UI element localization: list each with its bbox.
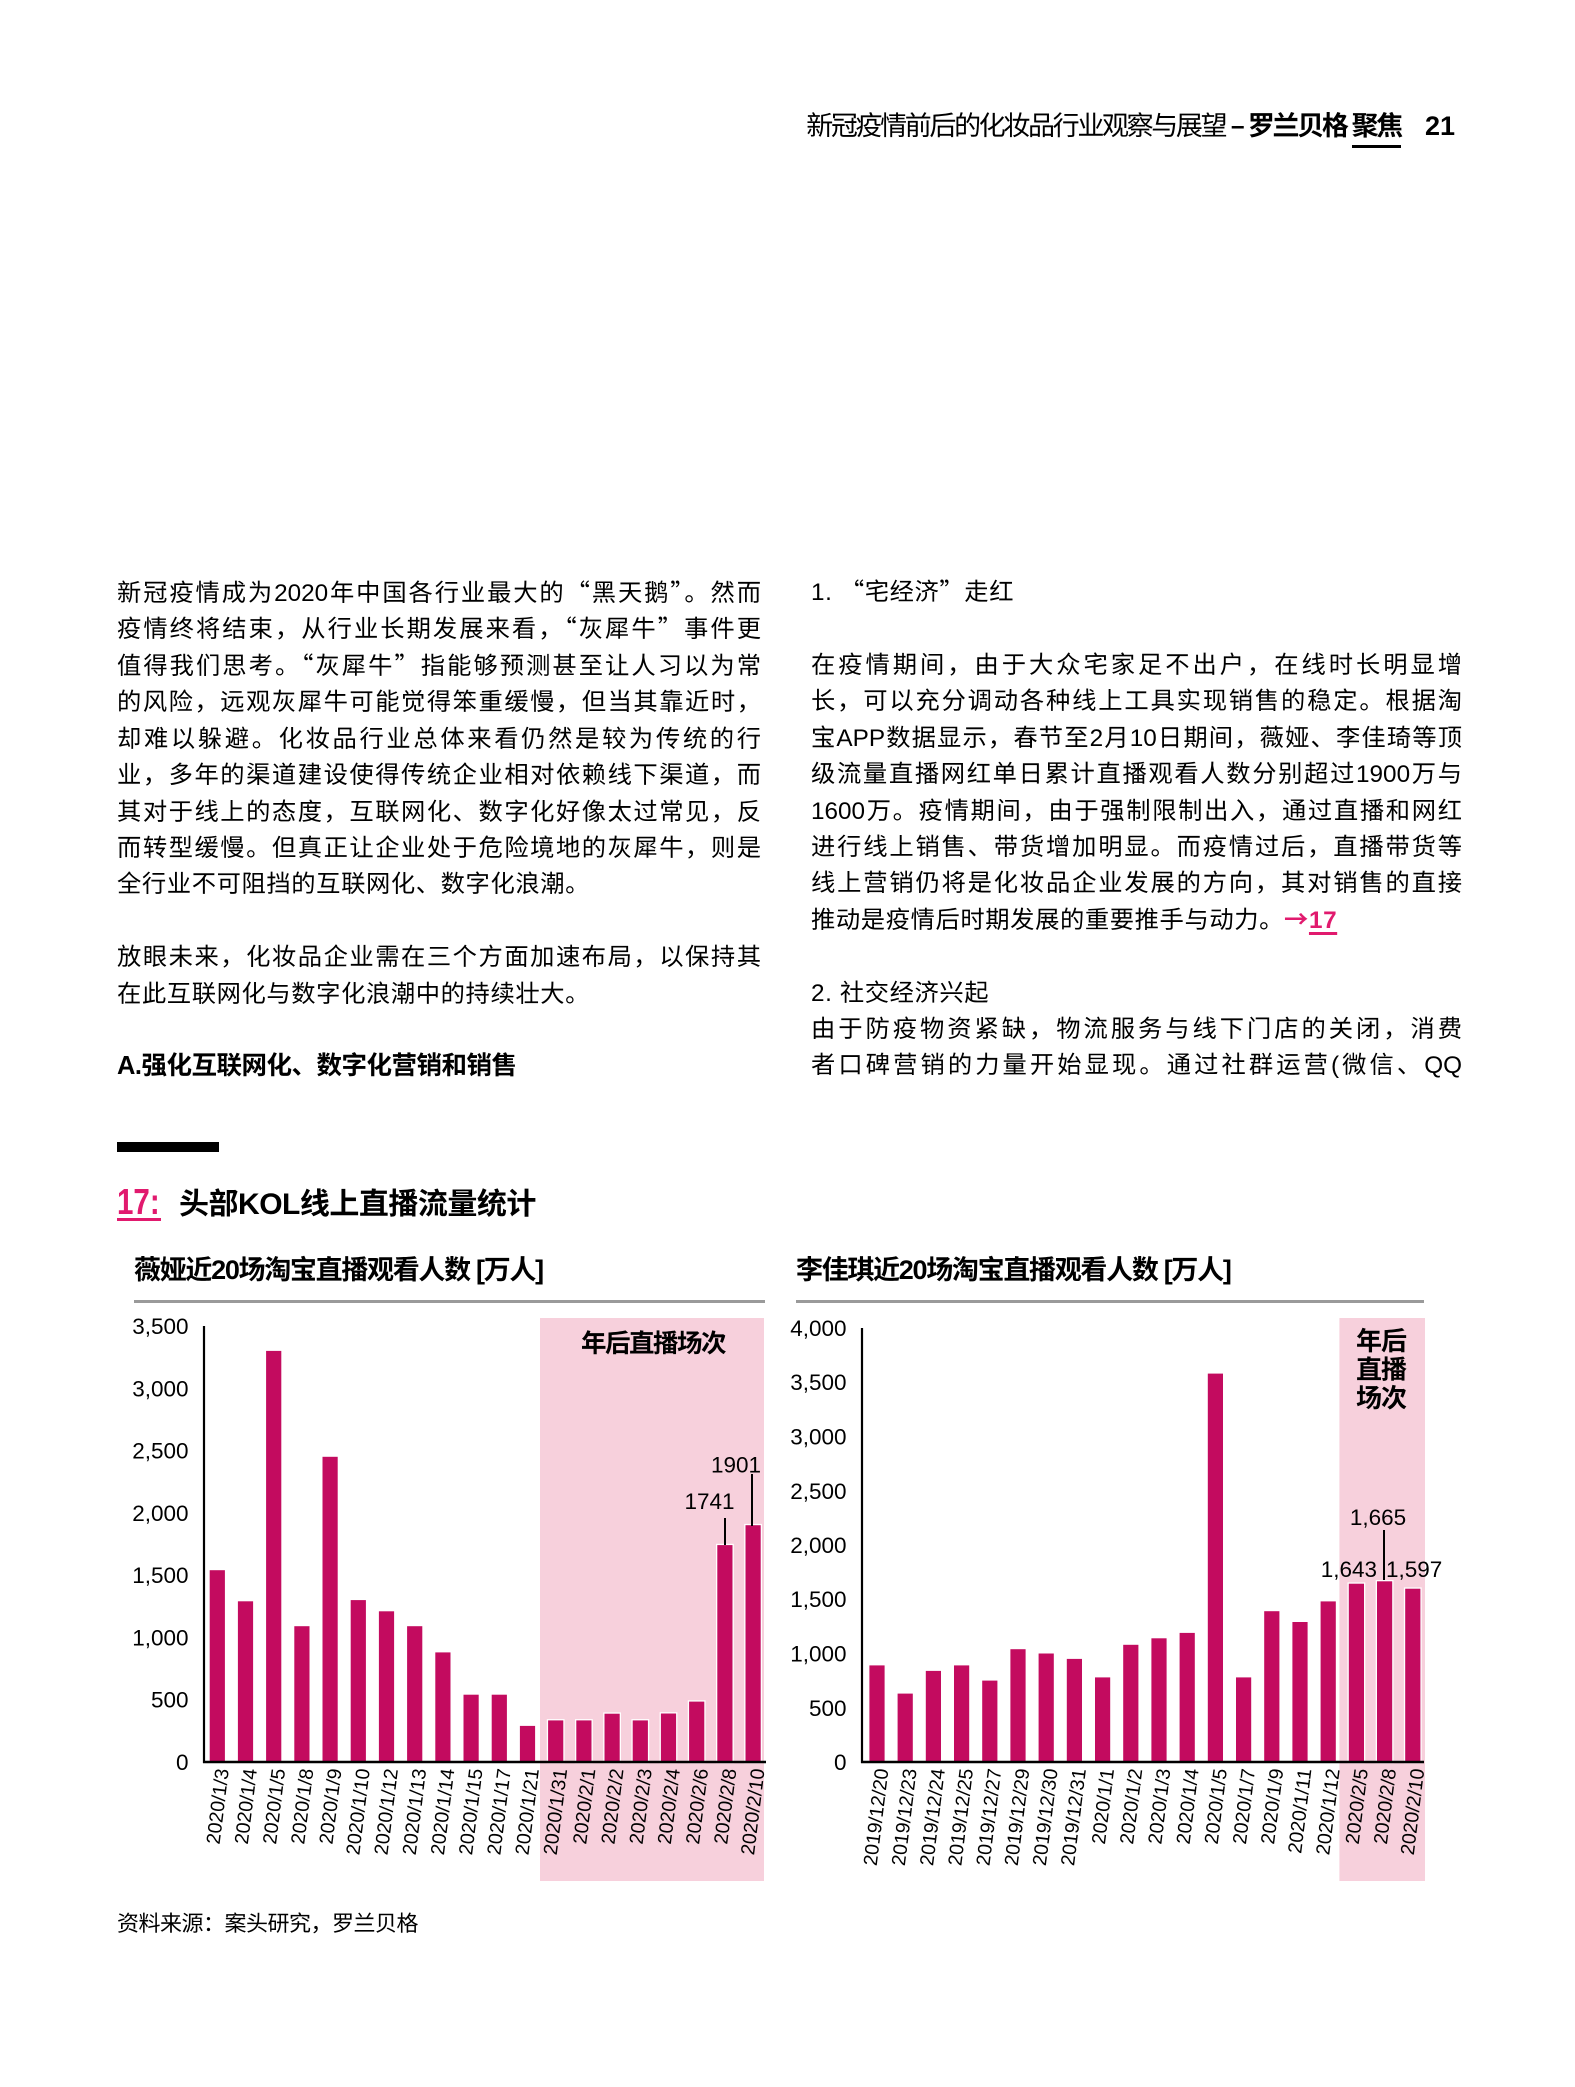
svg-text:2020/1/15: 2020/1/15 bbox=[455, 1767, 487, 1856]
svg-text:2019/12/23: 2019/12/23 bbox=[888, 1767, 922, 1867]
svg-text:1,643: 1,643 bbox=[1321, 1557, 1377, 1582]
svg-text:3,500: 3,500 bbox=[132, 1314, 188, 1339]
svg-text:500: 500 bbox=[151, 1688, 189, 1713]
svg-text:3,500: 3,500 bbox=[790, 1370, 846, 1395]
svg-text:2020/1/3: 2020/1/3 bbox=[203, 1767, 234, 1845]
svg-text:2020/1/3: 2020/1/3 bbox=[1144, 1767, 1175, 1845]
svg-text:2,500: 2,500 bbox=[132, 1439, 188, 1464]
svg-text:4,000: 4,000 bbox=[790, 1316, 846, 1341]
svg-text:2,500: 2,500 bbox=[790, 1479, 846, 1504]
svg-text:1,597: 1,597 bbox=[1386, 1557, 1442, 1582]
svg-text:2019/12/20: 2019/12/20 bbox=[860, 1767, 894, 1867]
svg-text:2,000: 2,000 bbox=[132, 1501, 188, 1526]
svg-text:2020/1/5: 2020/1/5 bbox=[1201, 1767, 1232, 1845]
svg-text:1,665: 1,665 bbox=[1350, 1505, 1406, 1530]
svg-text:2020/1/17: 2020/1/17 bbox=[483, 1767, 515, 1856]
svg-text:2020/1/21: 2020/1/21 bbox=[512, 1767, 544, 1856]
svg-text:2020/1/10: 2020/1/10 bbox=[342, 1767, 374, 1856]
svg-text:2020/1/8: 2020/1/8 bbox=[287, 1767, 318, 1845]
svg-text:2020/1/4: 2020/1/4 bbox=[1173, 1767, 1204, 1845]
svg-text:1,000: 1,000 bbox=[790, 1642, 846, 1667]
svg-text:500: 500 bbox=[809, 1696, 847, 1721]
svg-text:2020/1/12: 2020/1/12 bbox=[371, 1767, 403, 1856]
svg-text:2020/1/1: 2020/1/1 bbox=[1088, 1767, 1119, 1845]
svg-text:2020/1/11: 2020/1/11 bbox=[1284, 1767, 1316, 1854]
svg-text:1,000: 1,000 bbox=[132, 1625, 188, 1650]
svg-text:0: 0 bbox=[176, 1750, 189, 1775]
svg-text:1,500: 1,500 bbox=[790, 1587, 846, 1612]
svg-text:1901: 1901 bbox=[711, 1453, 761, 1478]
svg-text:2,000: 2,000 bbox=[790, 1533, 846, 1558]
svg-text:2020/1/4: 2020/1/4 bbox=[231, 1767, 262, 1845]
svg-text:2020/1/9: 2020/1/9 bbox=[1257, 1767, 1288, 1845]
svg-text:2020/1/9: 2020/1/9 bbox=[315, 1767, 346, 1845]
svg-text:年后直播场次: 年后直播场次 bbox=[581, 1323, 726, 1360]
svg-text:2019/12/25: 2019/12/25 bbox=[944, 1767, 978, 1867]
svg-text:2019/12/29: 2019/12/29 bbox=[1001, 1767, 1035, 1867]
svg-text:3,000: 3,000 bbox=[790, 1425, 846, 1450]
svg-text:2020/1/14: 2020/1/14 bbox=[427, 1767, 459, 1856]
svg-text:年后: 年后 bbox=[1356, 1321, 1407, 1358]
svg-text:2020/1/13: 2020/1/13 bbox=[399, 1767, 431, 1856]
svg-text:0: 0 bbox=[834, 1750, 847, 1775]
svg-text:1,500: 1,500 bbox=[132, 1563, 188, 1588]
svg-text:2019/12/30: 2019/12/30 bbox=[1029, 1767, 1063, 1867]
svg-text:2020/1/2: 2020/1/2 bbox=[1116, 1767, 1147, 1845]
svg-text:2019/12/31: 2019/12/31 bbox=[1057, 1767, 1091, 1867]
svg-text:1741: 1741 bbox=[684, 1489, 734, 1514]
svg-text:2019/12/27: 2019/12/27 bbox=[973, 1767, 1007, 1867]
svg-text:2019/12/24: 2019/12/24 bbox=[916, 1767, 950, 1867]
svg-text:2020/1/7: 2020/1/7 bbox=[1229, 1767, 1260, 1845]
svg-text:直播: 直播 bbox=[1356, 1350, 1407, 1387]
svg-text:3,000: 3,000 bbox=[132, 1376, 188, 1401]
svg-text:2020/1/5: 2020/1/5 bbox=[259, 1767, 290, 1845]
svg-text:场次: 场次 bbox=[1356, 1378, 1407, 1415]
